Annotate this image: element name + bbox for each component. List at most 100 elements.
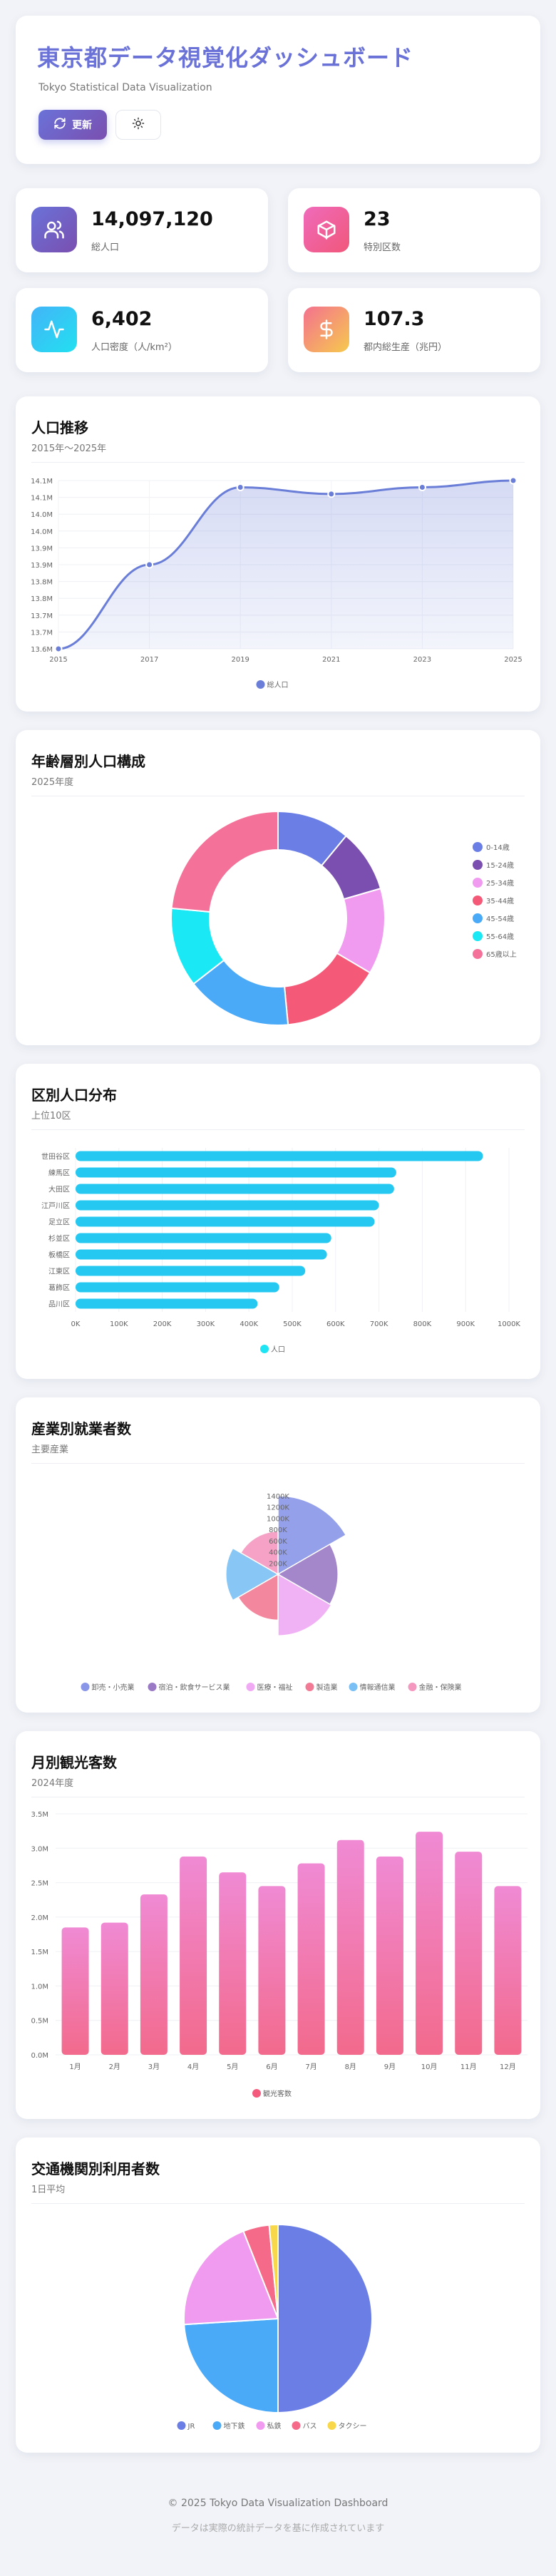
dollar-icon (304, 307, 349, 352)
legend-label: 15-24歳 (486, 861, 514, 870)
legend-swatch (473, 913, 483, 923)
r-tick-label: 1000K (267, 1515, 289, 1523)
legend-swatch (212, 2421, 222, 2430)
section-subtitle: 上位10区 (31, 1111, 71, 1122)
x-tick-label: 600K (326, 1320, 345, 1328)
x-tick-label: 1000K (498, 1320, 520, 1328)
bar (76, 1200, 379, 1211)
y-tick-label: 0.0M (31, 2052, 48, 2060)
stat-value: 6,402 (91, 308, 153, 330)
legend-label: 55-64歳 (486, 933, 514, 941)
theme-toggle-button[interactable] (115, 110, 161, 140)
section-subtitle: 2025年度 (31, 777, 74, 788)
page-title: 東京都データ視覚化ダッシュボード (37, 44, 414, 71)
bar (76, 1298, 258, 1309)
bar (76, 1266, 306, 1276)
bar (76, 1233, 331, 1243)
stat-label: 都内総生産（兆円） (364, 342, 448, 353)
y-tick-label: 13.6M (31, 646, 53, 654)
legend-label: バス (303, 2422, 317, 2431)
legend-label: 45-54歳 (486, 915, 514, 923)
x-tick-label: 200K (153, 1320, 172, 1328)
y-tick-label: 3.5M (31, 1811, 48, 1819)
section-title: 交通機関別利用者数 (31, 2160, 160, 2177)
r-tick-label: 1200K (267, 1504, 289, 1512)
x-tick-label: 300K (197, 1320, 215, 1328)
bar (61, 1927, 89, 2055)
x-tick-label: 12月 (500, 2063, 516, 2071)
legend-swatch (260, 1345, 269, 1353)
y-tick-label: 14.0M (31, 511, 53, 519)
y-tick-label: 江東区 (48, 1267, 70, 1276)
bar (140, 1894, 168, 2055)
bar (76, 1151, 483, 1161)
y-tick-label: 13.7M (31, 612, 53, 620)
page-subtitle: Tokyo Statistical Data Visualization (38, 82, 212, 93)
x-tick-label: 8月 (345, 2063, 356, 2071)
legend-swatch (148, 1683, 157, 1691)
refresh-icon (53, 117, 66, 133)
y-tick-label: 2.5M (31, 1880, 48, 1888)
y-tick-label: 品川区 (48, 1300, 70, 1309)
y-tick-label: 13.8M (31, 595, 53, 603)
ward-chart-card: 区別人口分布 上位10区 0K 100K 200K 300K 400K 500K 600K 7… (16, 1064, 540, 1379)
stat-card-density: 6,402 人口密度（人/km²） (16, 288, 268, 372)
bar (180, 1856, 207, 2055)
legend-swatch (252, 2089, 261, 2098)
y-tick-label: 13.7M (31, 629, 53, 637)
polar-segment (237, 1573, 279, 1621)
stat-value: 23 (364, 208, 391, 230)
x-tick-label: 400K (240, 1320, 258, 1328)
refresh-button[interactable]: 更新 (38, 110, 107, 140)
x-tick-label: 3月 (148, 2063, 160, 2071)
y-tick-label: 14.1M (31, 478, 53, 486)
y-tick-label: 足立区 (48, 1218, 70, 1227)
legend-label: 医療・福祉 (257, 1683, 293, 1692)
polar-segment (277, 1495, 347, 1576)
ward-bar-chart: 0K 100K 200K 300K 400K 500K 600K 700K 800K 900K 10… (41, 1148, 520, 1354)
legend-label: タクシー (339, 2422, 367, 2431)
x-tick-label: 1月 (69, 2063, 81, 2071)
y-tick-label: 0.5M (31, 2018, 48, 2026)
legend-label: 総人口 (267, 680, 289, 689)
bar (219, 1872, 247, 2055)
x-tick-label: 100K (110, 1320, 128, 1328)
legend-label: 宿泊・飲食サービス業 (159, 1683, 230, 1692)
r-tick-label: 600K (269, 1538, 287, 1546)
data-point (236, 483, 244, 491)
legend-swatch (408, 1683, 417, 1691)
population-chart-card: 人口推移 2015年〜2025年 13.6M 13.7M 13.7M 13.8M 13.… (16, 396, 540, 712)
x-tick-label: 6月 (266, 2063, 277, 2071)
legend-swatch (473, 931, 483, 941)
data-point (145, 560, 154, 569)
x-tick-label: 2月 (109, 2063, 120, 2071)
bar (76, 1282, 279, 1293)
legend-swatch (246, 1683, 255, 1691)
x-tick-label: 700K (370, 1320, 388, 1328)
y-tick-label: 13.9M (31, 562, 53, 570)
sun-icon (132, 117, 145, 133)
stat-label: 人口密度（人/km²） (91, 342, 177, 353)
legend-label: 0-14歳 (486, 843, 510, 852)
section-title: 月別観光客数 (31, 1754, 117, 1771)
x-tick-label: 9月 (384, 2063, 396, 2071)
tourism-bar-chart: 0.0M 0.5M 1.0M 1.5M 2.0M 2.5M 3.0M 3.5M 1月 2月 3月 4月… (31, 1811, 527, 2098)
y-tick-label: 江戸川区 (41, 1202, 70, 1211)
section-subtitle: 2015年〜2025年 (31, 443, 107, 454)
transport-pie-chart: JR 地下鉄 私鉄 バス タクシー (177, 2223, 373, 2431)
y-tick-label: 1.0M (31, 1983, 48, 1991)
y-tick-label: 14.0M (31, 528, 53, 536)
legend-label: 35-44歳 (486, 897, 514, 905)
stat-value: 107.3 (364, 308, 425, 330)
x-tick-label: 800K (413, 1320, 432, 1328)
age-donut-chart: 0-14歳 15-24歳 25-34歳 35-44歳 45-54歳 55-64歳 65歳以上 (170, 810, 517, 1026)
divider (31, 1463, 525, 1464)
stat-card-wards: 23 特別区数 (288, 188, 540, 272)
pie-slice (183, 2229, 279, 2326)
x-tick-label: 0K (71, 1320, 81, 1328)
r-tick-label: 1400K (267, 1493, 289, 1501)
x-tick-label: 10月 (421, 2063, 438, 2071)
y-tick-label: 1.5M (31, 1949, 48, 1956)
y-tick-label: 14.1M (31, 495, 53, 503)
section-title: 産業別就業者数 (31, 1420, 131, 1437)
